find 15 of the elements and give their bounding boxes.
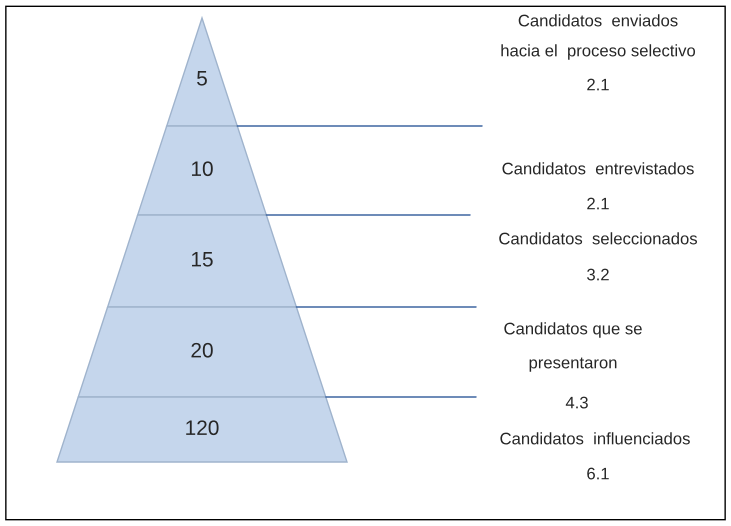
data-label: 20 [191, 342, 213, 358]
category-label: Candidatos influenciados [500, 432, 690, 444]
text: 6.1 [587, 468, 609, 480]
text: 2.1 [587, 198, 609, 210]
data-label: 15 [192, 252, 213, 267]
text: 3.2 [587, 268, 609, 280]
text: 2.1 [587, 78, 609, 90]
category-label: Candidatos entrevistados [502, 162, 694, 174]
category-label: Candidatos enviados hacia el proceso selectivo [501, 14, 696, 60]
data-label: 5 [197, 71, 207, 86]
text: 4.3 [566, 396, 588, 408]
data-label: 120 [186, 420, 219, 436]
category-label: Candidatos que se presentaron [504, 322, 642, 372]
data-label: 10 [192, 161, 213, 176]
category-label: Candidatos seleccionados [499, 232, 698, 244]
